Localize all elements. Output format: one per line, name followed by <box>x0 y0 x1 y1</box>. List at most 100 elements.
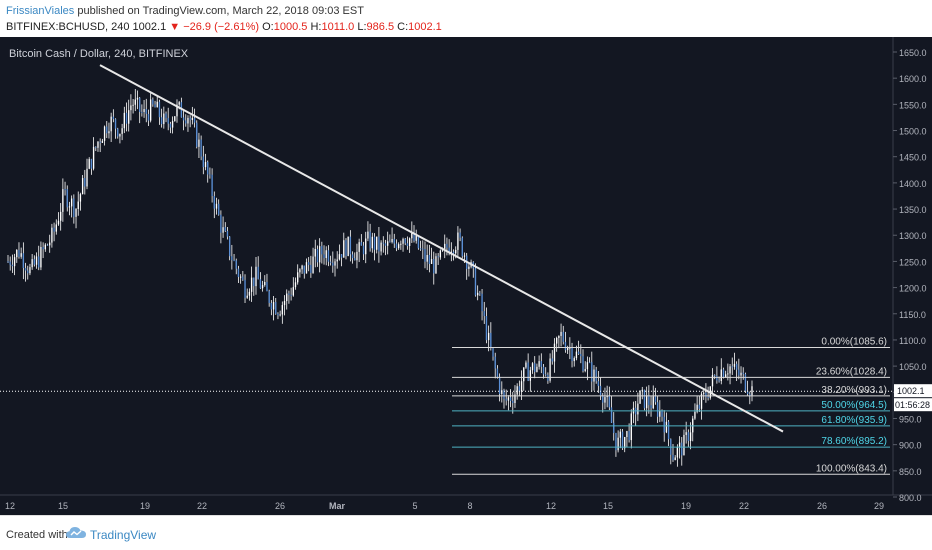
candle-down <box>310 264 312 273</box>
y-tick-label: 1150.0 <box>899 310 926 320</box>
candle-up <box>110 116 112 132</box>
candle-up <box>560 331 562 336</box>
candle-up <box>187 117 189 124</box>
candle-down <box>193 117 196 123</box>
y-tick-label: 950.0 <box>899 414 922 424</box>
created-with-label: Created with <box>6 529 68 541</box>
candle-up <box>51 227 53 243</box>
candle-down <box>345 240 347 256</box>
candle-down <box>185 120 187 124</box>
candle-up <box>507 397 510 401</box>
candle-down <box>327 250 330 262</box>
candle-up <box>694 411 696 419</box>
candle-down <box>503 390 505 399</box>
candle-up <box>740 372 742 376</box>
price-chart[interactable]: Bitcoin Cash / Dollar, 240, BITFINEX 800.… <box>0 37 932 515</box>
candle-down <box>650 405 652 409</box>
candle-down <box>452 251 455 254</box>
last-price-tag <box>894 384 932 398</box>
candle-up <box>626 431 628 438</box>
candle-down <box>211 174 213 197</box>
candle-down <box>235 260 237 269</box>
x-tick-label: Mar <box>329 501 346 511</box>
candle-up <box>325 250 327 259</box>
candle-up <box>248 291 251 296</box>
candle-down <box>200 139 202 157</box>
candle-down <box>419 248 422 250</box>
publish-date: published on TradingView.com, March 22, … <box>77 5 364 17</box>
candle-up <box>250 277 253 292</box>
candle-down <box>498 376 501 394</box>
candle-down <box>266 281 268 292</box>
candle-down <box>145 109 147 114</box>
candle-down <box>141 111 143 113</box>
candle-down <box>288 293 290 295</box>
tradingview-brand[interactable]: TradingView <box>90 528 157 542</box>
candle-down <box>663 416 665 433</box>
y-tick-label: 1100.0 <box>899 336 926 346</box>
candle-down <box>233 260 235 262</box>
price-change: ▼ −26.9 (−2.61%) <box>169 21 260 33</box>
candle-up <box>312 256 314 273</box>
candle-down <box>582 356 584 371</box>
candle-down <box>378 236 380 252</box>
candle-down <box>512 400 514 404</box>
candle-down <box>428 254 431 264</box>
candle-up <box>305 262 308 274</box>
candle-down <box>610 407 613 423</box>
candle-down <box>672 454 674 461</box>
x-tick-label: 15 <box>603 501 613 511</box>
chart-area[interactable]: Bitcoin Cash / Dollar, 240, BITFINEX 800.… <box>0 37 932 515</box>
candle-up <box>49 242 51 246</box>
x-tick-label: 12 <box>546 501 556 511</box>
candle-up <box>624 437 626 449</box>
candle-down <box>152 99 154 105</box>
candle-up <box>516 386 518 395</box>
candle-up <box>108 131 110 134</box>
x-tick-label: 8 <box>467 501 472 511</box>
candle-up <box>286 293 288 302</box>
candle-down <box>540 361 542 367</box>
candle-up <box>128 110 130 124</box>
candle-down <box>417 235 420 249</box>
candle-up <box>31 259 33 268</box>
candle-down <box>114 119 117 129</box>
candle-down <box>527 362 529 381</box>
candle-up <box>264 281 266 286</box>
publish-header: FrissianViales published on TradingView.… <box>0 0 932 37</box>
fib-level-label: 38.20%(993.1) <box>821 385 887 396</box>
candle-down <box>424 249 426 262</box>
candle-up <box>29 267 31 274</box>
candle-up <box>411 232 413 239</box>
candle-down <box>362 245 365 255</box>
tradingview-cloud-icon[interactable] <box>66 526 86 540</box>
candle-up <box>103 126 106 141</box>
y-tick-label: 1200.0 <box>899 284 927 294</box>
candle-down <box>323 254 325 259</box>
candle-down <box>257 266 259 280</box>
y-tick-label: 1250.0 <box>899 257 927 267</box>
candle-up <box>40 246 42 268</box>
candle-down <box>393 238 395 244</box>
candle-down <box>147 113 150 121</box>
candle-down <box>259 279 262 289</box>
candle-up <box>132 104 134 106</box>
candle-down <box>237 268 240 277</box>
close-value: 1002.1 <box>408 21 442 33</box>
candle-down <box>99 141 101 143</box>
candle-down <box>125 112 128 124</box>
candle-up <box>685 432 687 435</box>
candle-down <box>577 351 580 354</box>
candle-down <box>744 373 747 391</box>
candle-down <box>112 116 115 120</box>
open-label: O: <box>262 21 274 33</box>
candle-down <box>404 238 406 244</box>
candle-up <box>283 301 286 306</box>
author-link[interactable]: FrissianViales <box>6 5 75 17</box>
candle-up <box>20 253 22 257</box>
candle-up <box>659 410 661 417</box>
candle-down <box>33 259 36 265</box>
candle-up <box>149 99 152 121</box>
candle-up <box>569 347 571 349</box>
candle-up <box>593 369 595 382</box>
